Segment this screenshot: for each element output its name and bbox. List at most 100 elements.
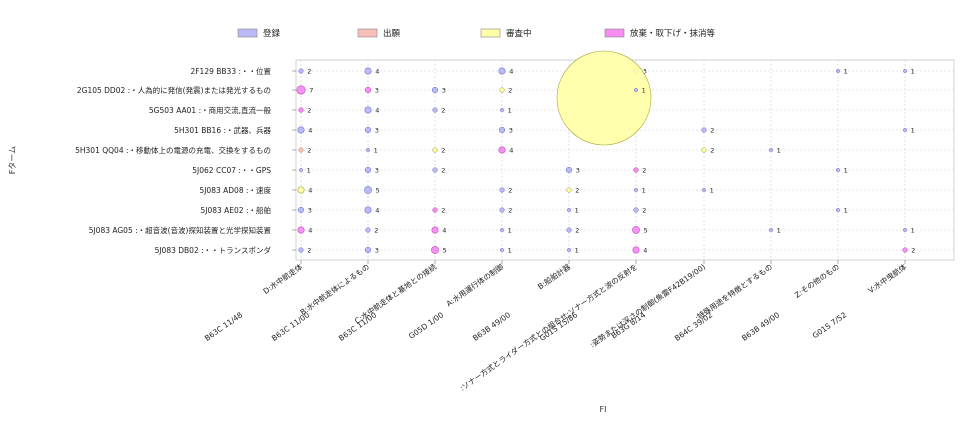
bubble-5 xyxy=(903,69,907,73)
bubble-56 xyxy=(431,246,439,254)
x-tick-code-1: B63C 11/00 xyxy=(270,310,311,343)
bubble-7 xyxy=(364,86,372,94)
bubble-label-41: 2 xyxy=(441,207,445,215)
bubble-label-26: 1 xyxy=(777,147,781,155)
y-tick-label-7: 5J083 AE02 :・船舶 xyxy=(200,205,271,215)
bubble-label-3: 3 xyxy=(643,68,647,76)
x-tick-label-0: D:水中航走体 xyxy=(261,261,305,296)
x-tick-code-8: B63B 49/00 xyxy=(740,310,781,343)
y-tick-label-2: 5G503 AA01 :・商用交流,直流一般 xyxy=(149,105,272,115)
bubble-label-44: 2 xyxy=(642,207,646,215)
bubble-24 xyxy=(498,146,506,154)
bubble-label-55: 3 xyxy=(375,247,379,255)
bubble-22 xyxy=(366,148,370,152)
x-tick-label-4: B:船舶計器 xyxy=(536,261,573,291)
bubble-label-24: 4 xyxy=(509,147,513,155)
bubble-label-2: 4 xyxy=(509,68,513,76)
bubble-label-22: 1 xyxy=(374,147,378,155)
x-tick-label-3: A:水用運行体の制御 xyxy=(444,261,505,308)
bubble-14 xyxy=(432,107,438,113)
bubble-label-4: 1 xyxy=(844,68,848,76)
bubble-label-20: 1 xyxy=(911,127,915,135)
x-tick-label-6: :姿勢または深さの制御(魚雷F42B19/00) xyxy=(588,261,708,349)
y-tick-label-9: 5J083 DB02 :・・トランスポンダ xyxy=(155,245,272,255)
x-tick-code-3: G05D 1/00 xyxy=(407,310,445,341)
bubble-label-23: 2 xyxy=(441,147,445,155)
bubble-50 xyxy=(566,227,572,233)
y-tick-label-3: 5H301 BB16 :・武器、兵器 xyxy=(174,125,271,135)
bubble-41 xyxy=(432,207,438,213)
legend-swatch-0 xyxy=(237,28,258,38)
bubble-label-58: 1 xyxy=(575,247,579,255)
bubble-60 xyxy=(902,247,908,253)
bubble-15 xyxy=(500,108,504,112)
bubble-label-60: 2 xyxy=(911,247,915,255)
bubble-36 xyxy=(566,187,572,193)
bubble-label-47: 2 xyxy=(374,227,378,235)
x-tick-label-8: Z:その他のもの xyxy=(792,261,841,299)
bubble-46 xyxy=(297,226,305,234)
bubble-35 xyxy=(499,187,505,193)
bubble-label-28: 3 xyxy=(375,167,379,175)
bubble-6 xyxy=(296,85,306,95)
bubble-label-21: 2 xyxy=(307,147,311,155)
bubble-26 xyxy=(769,148,773,152)
bubble-label-43: 1 xyxy=(575,207,579,215)
bubble-label-27: 1 xyxy=(307,167,311,175)
bubble-label-17: 3 xyxy=(375,127,379,135)
bubble-37 xyxy=(634,188,638,192)
bubble-label-52: 1 xyxy=(777,227,781,235)
x-tick-code-4: B63B 49/00 xyxy=(471,310,512,343)
bubble-29 xyxy=(432,167,438,173)
y-tick-label-1: 2G105 DD02 :・人為的に発信(発震)または発光するもの xyxy=(77,85,271,95)
bubble-52 xyxy=(769,228,773,232)
bubble-47 xyxy=(365,227,371,233)
bubble-label-35: 2 xyxy=(508,187,512,195)
bubble-17 xyxy=(364,126,372,134)
bubble-23 xyxy=(432,147,438,153)
bubble-57 xyxy=(500,248,504,252)
bubble-48 xyxy=(431,226,439,234)
bubble-30 xyxy=(565,166,573,174)
bubble-43 xyxy=(567,208,571,212)
bubble-11 xyxy=(634,88,638,92)
bubble-9 xyxy=(499,87,505,93)
bubble-8 xyxy=(431,86,439,94)
bubble-label-51: 5 xyxy=(644,227,648,235)
bubble-38 xyxy=(702,188,706,192)
bubble-label-37: 1 xyxy=(642,187,646,195)
bubble-label-45: 1 xyxy=(844,207,848,215)
y-tick-labels: 2F129 BB33 :・・位置 2G105 DD02 :・人為的に発信(発震)ま… xyxy=(75,66,296,255)
bubble-label-0: 2 xyxy=(307,68,311,76)
legend-label-2: 審査中 xyxy=(506,28,532,39)
bubble-label-56: 5 xyxy=(443,247,447,255)
bubble-label-57: 1 xyxy=(508,247,512,255)
bubble-label-32: 1 xyxy=(844,167,848,175)
bubble-4 xyxy=(836,69,840,73)
bubble-label-1: 4 xyxy=(375,68,379,76)
x-tick-code-0: B63C 11/48 xyxy=(203,310,244,343)
bubbles: 2 4 4 3 1 17 3 3 2 12 4 2 14 3 3 2 12 1 2 4 2 11 3 2 3 2 14 5 2 2 1 13 4… xyxy=(296,50,915,255)
bubble-27 xyxy=(299,168,303,172)
bubble-55 xyxy=(364,246,372,254)
bubble-44 xyxy=(633,207,639,213)
bubble-20 xyxy=(903,128,907,132)
bubble-12 xyxy=(298,107,304,113)
bubble-42 xyxy=(499,207,505,213)
bubble-label-38: 1 xyxy=(710,187,714,195)
bubble-label-14: 2 xyxy=(441,107,445,115)
bubble-label-31: 2 xyxy=(642,167,646,175)
bubble-label-12: 2 xyxy=(307,107,311,115)
bubble-19 xyxy=(701,127,707,133)
bubble-label-25: 2 xyxy=(710,147,714,155)
bubble-32 xyxy=(836,168,840,172)
bubble-label-50: 2 xyxy=(575,227,579,235)
bubble-31 xyxy=(633,167,639,173)
bubble-45 xyxy=(836,208,840,212)
bubble-54 xyxy=(298,247,304,253)
bubble-label-6: 7 xyxy=(309,87,313,95)
bubble-label-42: 2 xyxy=(508,207,512,215)
bubble-label-11: 1 xyxy=(642,87,646,95)
bubble-label-16: 4 xyxy=(308,127,312,135)
